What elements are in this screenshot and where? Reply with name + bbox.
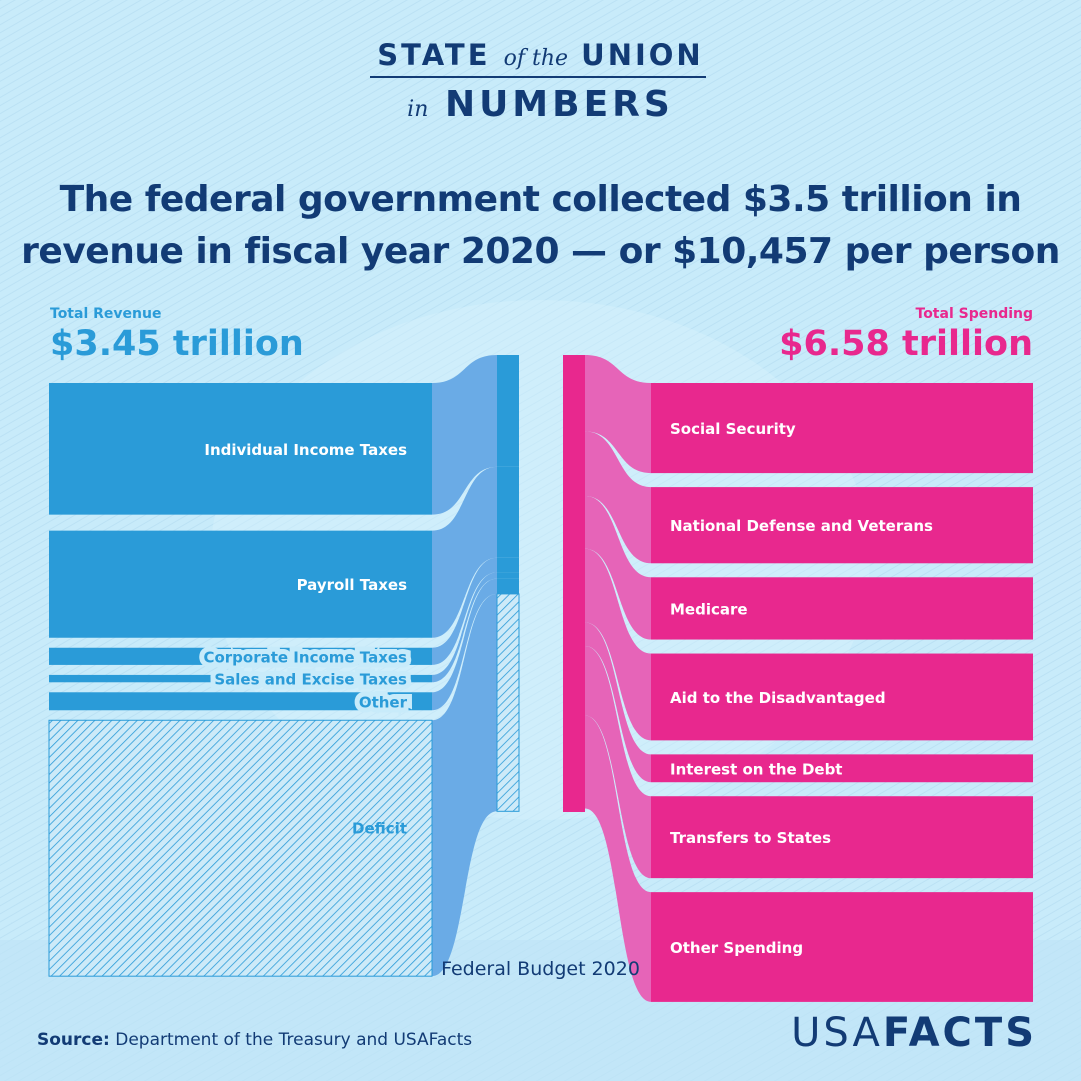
revenue-label-individual-income-taxes: Individual Income Taxes (204, 441, 407, 459)
spending-flow-interest-on-the-debt (585, 622, 651, 783)
logo-usa: USA (791, 1010, 883, 1056)
total-revenue-label: Total Revenue (50, 306, 162, 322)
source-note: Source: Department of the Treasury and U… (37, 1030, 472, 1050)
revenue-center-other (497, 578, 519, 594)
revenue-flow-deficit (432, 593, 497, 977)
total-revenue-value: $3.45 trillion (50, 324, 304, 364)
spending-bar-transfers-to-states (651, 796, 1033, 879)
spending-label-medicare: Medicare (670, 600, 748, 618)
revenue-center-deficit (496, 593, 520, 812)
spending-flow-aid-to-the-disadvantaged (585, 548, 651, 741)
revenue-flow-sales-and-excise-taxes (432, 572, 497, 683)
revenue-center-sales-and-excise-taxes (497, 572, 519, 579)
spending-bar-national-defense-and-veterans (651, 487, 1033, 564)
brand-line-2: in NUMBERS (0, 84, 1081, 125)
headline-line-1: The federal government collected $3.5 tr… (59, 179, 1022, 220)
revenue-bar-sales-and-excise-taxes (49, 674, 432, 683)
revenue-center-individual-income-taxes (497, 355, 519, 467)
revenue-flow-corporate-income-taxes (432, 557, 497, 665)
revenue-label-payroll-taxes: Payroll Taxes (297, 576, 408, 594)
spending-bar-aid-to-the-disadvantaged (651, 653, 1033, 741)
spending-label-transfers-to-states: Transfers to States (670, 829, 831, 847)
spending-flow-medicare (585, 495, 651, 640)
revenue-label-sales-and-excise-taxes: Sales and Excise Taxes (214, 671, 407, 689)
brand-numbers: NUMBERS (444, 84, 674, 125)
brand-line-1: STATE of the UNION (0, 38, 1081, 72)
revenue-label-deficit: Deficit (352, 819, 407, 837)
spending-center-column (563, 355, 585, 812)
spending-label-social-security: Social Security (670, 420, 796, 438)
revenue-bar-deficit (48, 719, 433, 977)
spending-label-national-defense-and-veterans: National Defense and Veterans (670, 517, 933, 535)
revenue-label-other: Other (359, 693, 408, 711)
revenue-flow-payroll-taxes (432, 466, 497, 638)
revenue-label-corporate-income-taxes: Corporate Income Taxes (203, 648, 407, 666)
chart-caption: Federal Budget 2020 (441, 958, 640, 980)
revenue-center-corporate-income-taxes (497, 557, 519, 573)
brand-of-the: of the (503, 46, 569, 71)
headline: The federal government collected $3.5 tr… (0, 174, 1081, 278)
total-spending-value: $6.58 trillion (779, 324, 1033, 364)
total-spending-label: Total Spending (915, 306, 1034, 322)
spending-flow-social-security (585, 355, 651, 474)
spending-flow-transfers-to-states (585, 646, 651, 879)
logo-facts: FACTS (882, 1010, 1037, 1056)
source-label: Source: (37, 1030, 110, 1050)
headline-line-2: revenue in fiscal year 2020 — or $10,457… (21, 231, 1060, 272)
revenue-center-payroll-taxes (497, 466, 519, 558)
spending-bar-interest-on-the-debt (651, 754, 1033, 783)
brand-in: in (407, 97, 429, 122)
revenue-flow-other (432, 578, 497, 711)
usafacts-logo: USAFACTS (791, 1010, 1037, 1056)
spending-label-other-spending: Other Spending (670, 939, 803, 957)
revenue-bar-individual-income-taxes (49, 383, 432, 515)
spending-label-interest-on-the-debt: Interest on the Debt (670, 760, 842, 778)
revenue-flow-individual-income-taxes (432, 355, 497, 515)
brand-union: UNION (581, 38, 704, 72)
spending-bar-other-spending (651, 892, 1033, 1002)
revenue-bar-other (49, 692, 432, 711)
spending-flow-national-defense-and-veterans (585, 431, 651, 564)
brand-state: STATE (377, 38, 491, 72)
spending-bar-medicare (651, 577, 1033, 640)
spending-flow-other-spending (585, 715, 651, 1002)
spending-bar-social-security (651, 383, 1033, 474)
source-text: Department of the Treasury and USAFacts (115, 1030, 473, 1050)
brand-divider (370, 76, 706, 78)
revenue-bar-payroll-taxes (49, 530, 432, 638)
spending-label-aid-to-the-disadvantaged: Aid to the Disadvantaged (670, 689, 886, 707)
revenue-bar-corporate-income-taxes (49, 647, 432, 665)
